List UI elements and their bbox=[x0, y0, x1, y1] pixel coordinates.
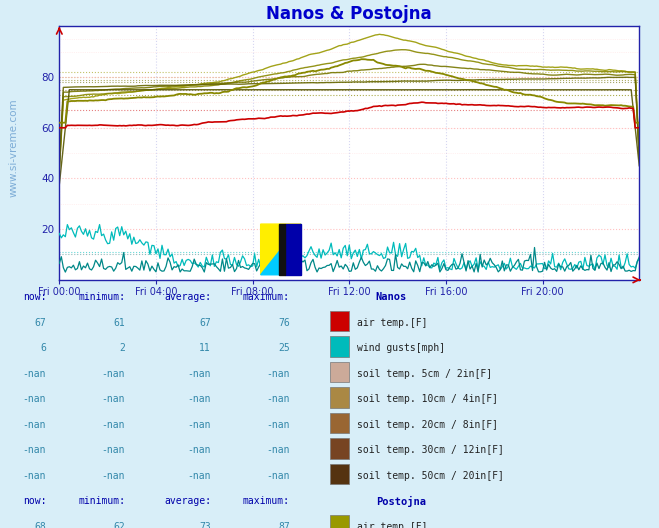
Text: -nan: -nan bbox=[187, 420, 211, 430]
Text: -nan: -nan bbox=[187, 369, 211, 379]
Text: -nan: -nan bbox=[101, 369, 125, 379]
Text: -nan: -nan bbox=[266, 369, 290, 379]
Bar bbox=[330, 336, 349, 357]
Text: -nan: -nan bbox=[187, 394, 211, 404]
Text: average:: average: bbox=[164, 496, 211, 506]
Polygon shape bbox=[279, 224, 285, 275]
Text: 76: 76 bbox=[278, 318, 290, 328]
Text: soil temp. 5cm / 2in[F]: soil temp. 5cm / 2in[F] bbox=[357, 369, 492, 379]
Title: Nanos & Postojna: Nanos & Postojna bbox=[266, 5, 432, 23]
Text: now:: now: bbox=[22, 496, 46, 506]
Text: 11: 11 bbox=[199, 343, 211, 353]
Text: minimum:: minimum: bbox=[78, 496, 125, 506]
Text: Postojna: Postojna bbox=[376, 496, 426, 507]
Text: air temp.[F]: air temp.[F] bbox=[357, 522, 428, 528]
Text: -nan: -nan bbox=[101, 471, 125, 481]
Text: -nan: -nan bbox=[22, 394, 46, 404]
Text: -nan: -nan bbox=[22, 369, 46, 379]
Text: -nan: -nan bbox=[266, 394, 290, 404]
Text: -nan: -nan bbox=[101, 420, 125, 430]
Text: maximum:: maximum: bbox=[243, 293, 290, 303]
Polygon shape bbox=[285, 224, 301, 275]
Text: -nan: -nan bbox=[101, 394, 125, 404]
Polygon shape bbox=[261, 224, 301, 275]
Text: soil temp. 30cm / 12in[F]: soil temp. 30cm / 12in[F] bbox=[357, 446, 504, 456]
Text: now:: now: bbox=[22, 293, 46, 303]
Text: -nan: -nan bbox=[22, 420, 46, 430]
Text: average:: average: bbox=[164, 293, 211, 303]
Text: wind gusts[mph]: wind gusts[mph] bbox=[357, 343, 445, 353]
Text: 6: 6 bbox=[40, 343, 46, 353]
Text: 25: 25 bbox=[278, 343, 290, 353]
Bar bbox=[330, 413, 349, 433]
Text: maximum:: maximum: bbox=[243, 496, 290, 506]
Text: soil temp. 10cm / 4in[F]: soil temp. 10cm / 4in[F] bbox=[357, 394, 498, 404]
Bar bbox=[330, 310, 349, 331]
Text: -nan: -nan bbox=[187, 471, 211, 481]
Text: 61: 61 bbox=[113, 318, 125, 328]
Text: 67: 67 bbox=[34, 318, 46, 328]
Text: Nanos: Nanos bbox=[376, 293, 407, 303]
Text: 62: 62 bbox=[113, 522, 125, 528]
Bar bbox=[330, 464, 349, 484]
Text: -nan: -nan bbox=[266, 471, 290, 481]
Text: 87: 87 bbox=[278, 522, 290, 528]
Text: soil temp. 20cm / 8in[F]: soil temp. 20cm / 8in[F] bbox=[357, 420, 498, 430]
Text: -nan: -nan bbox=[266, 446, 290, 456]
Text: -nan: -nan bbox=[266, 420, 290, 430]
Text: -nan: -nan bbox=[22, 471, 46, 481]
Text: www.si-vreme.com: www.si-vreme.com bbox=[9, 99, 18, 197]
Text: 67: 67 bbox=[199, 318, 211, 328]
Text: air temp.[F]: air temp.[F] bbox=[357, 318, 428, 328]
Text: 68: 68 bbox=[34, 522, 46, 528]
Bar bbox=[330, 362, 349, 382]
Text: -nan: -nan bbox=[101, 446, 125, 456]
Text: -nan: -nan bbox=[187, 446, 211, 456]
Bar bbox=[330, 438, 349, 459]
Polygon shape bbox=[261, 224, 301, 275]
Bar bbox=[330, 515, 349, 528]
Text: 2: 2 bbox=[119, 343, 125, 353]
Text: -nan: -nan bbox=[22, 446, 46, 456]
Text: 73: 73 bbox=[199, 522, 211, 528]
Bar bbox=[330, 387, 349, 408]
Text: minimum:: minimum: bbox=[78, 293, 125, 303]
Text: soil temp. 50cm / 20in[F]: soil temp. 50cm / 20in[F] bbox=[357, 471, 504, 481]
